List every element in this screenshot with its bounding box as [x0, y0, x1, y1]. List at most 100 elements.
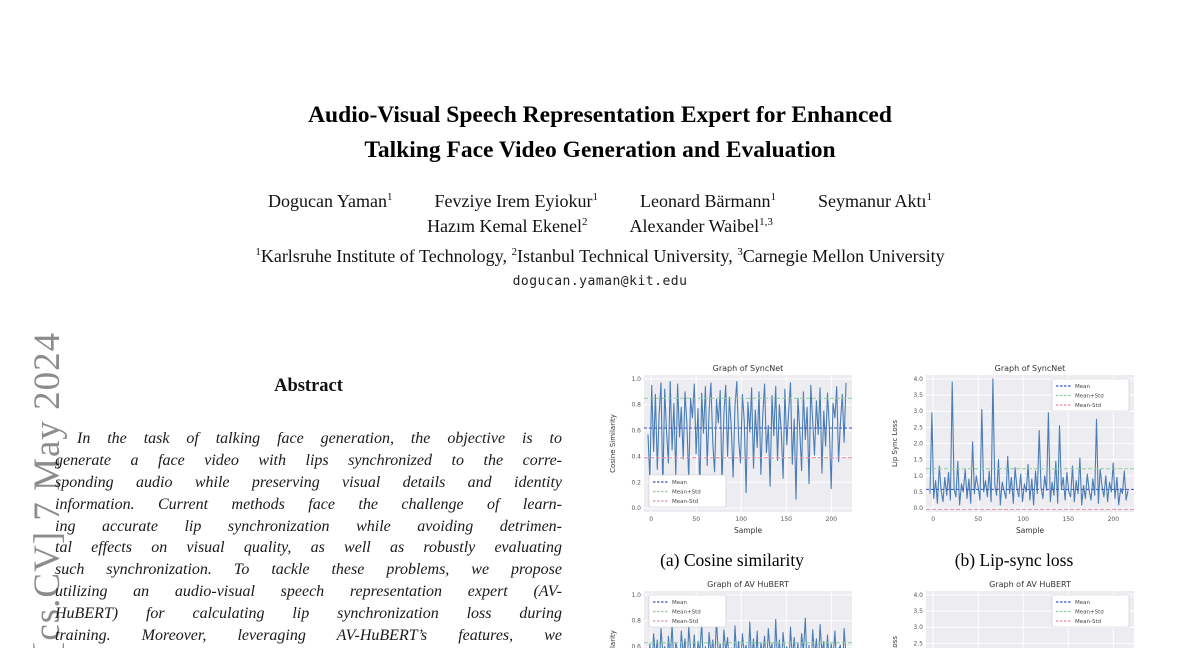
legend-label: Mean-Std	[672, 499, 698, 505]
chart-legend: Mean Mean+Std Mean-Std	[1051, 378, 1130, 412]
legend-label: Mean	[672, 480, 687, 486]
abstract-text: In the task of talking face generation, …	[55, 428, 562, 647]
legend-label: Mean+Std	[672, 610, 701, 616]
y-tick-label: 2.5	[913, 640, 923, 647]
author-name: Seymanur Aktı1	[817, 191, 932, 211]
y-tick-label: 0.8	[631, 402, 641, 409]
y-tick-label: 2.0	[913, 441, 923, 448]
left-column: Abstract In the task of talking face gen…	[55, 360, 562, 648]
y-axis-label: Cosine Similarity	[609, 414, 617, 473]
x-tick-label: 200	[826, 516, 838, 523]
abstract-line: such synchronization. To tackle these pr…	[55, 561, 562, 579]
author-name: Fevziye Irem Eyiokur1	[434, 191, 599, 211]
author-affiliation-sup: 2	[582, 216, 588, 228]
figure-caption-a: (a) Cosine similarity	[660, 550, 804, 570]
y-tick-label: 4.0	[913, 376, 923, 383]
chart-cell-avhubert-loss: 0.00.51.01.52.02.53.03.54.0050100150200G…	[888, 578, 1140, 648]
legend-label: Mean-Std	[1075, 619, 1101, 625]
y-tick-label: 0.5	[913, 489, 923, 496]
abstract-line: generate a face video with lips synchron…	[55, 451, 562, 469]
chart-cell-syncnet-loss: 0.0 0.5 1.0 1.5 2.0 2.5 3.0 3.5 4.0 0 50 100 150 200 G…	[888, 362, 1140, 542]
x-tick-label: 0	[649, 516, 653, 523]
affiliation-sup: 2	[511, 246, 518, 258]
y-axis-label: Lip Sync Loss	[891, 420, 899, 467]
x-axis-label: Sample	[734, 526, 763, 535]
y-tick-label: 1.5	[913, 457, 923, 464]
affiliation-sup: 3	[737, 246, 743, 258]
y-tick-label: 0.4	[631, 453, 641, 460]
y-tick-label: 3.5	[913, 392, 923, 399]
abstract-line: In the task of talking face generation, …	[77, 430, 562, 447]
y-axis-label: Lip Sync Loss	[891, 636, 899, 648]
y-tick-label: 0.2	[631, 479, 641, 486]
chart-legend: Mean Mean+Std Mean-Std	[648, 474, 727, 508]
legend-label: Mean	[1075, 384, 1090, 390]
y-tick-label: 2.5	[913, 424, 923, 431]
x-tick-label: 200	[1108, 516, 1120, 523]
affiliations-line: 1Karlsruhe Institute of Technology, 2Ist…	[0, 246, 1200, 267]
data-series-line	[929, 378, 1129, 506]
author-affiliation-sup: 1	[770, 191, 776, 203]
y-tick-label: 3.0	[913, 408, 923, 415]
contact-email: dogucan.yaman@kit.edu	[512, 274, 688, 289]
legend-label: Mean-Std	[1075, 403, 1101, 409]
y-tick-label: 1.0	[631, 592, 641, 599]
abstract-line: information. Current methods face the ch…	[55, 495, 562, 513]
y-tick-label: 0.0	[913, 505, 923, 512]
paper-title: Audio-Visual Speech Representation Exper…	[0, 98, 1200, 168]
x-tick-label: 150	[1063, 516, 1075, 523]
paper-title-line1: Audio-Visual Speech Representation Exper…	[308, 102, 892, 128]
author-affiliation-sup: 1	[592, 191, 599, 203]
two-column-body: Abstract In the task of talking face gen…	[0, 360, 1200, 648]
chart-legend: Mean Mean+Std Mean-Std	[1051, 594, 1130, 628]
author-name: Dogucan Yaman1	[268, 191, 393, 211]
y-tick-label: 0.0	[631, 505, 641, 512]
chart-title: Graph of AV HuBERT	[707, 580, 789, 589]
abstract-line: training. Moreover, leveraging AV-HuBERT…	[55, 627, 562, 645]
x-tick-label: 0	[931, 516, 935, 523]
x-tick-label: 100	[1018, 516, 1030, 523]
chart-syncnet-loss: 0.0 0.5 1.0 1.5 2.0 2.5 3.0 3.5 4.0 0 50 100 150 200 G…	[891, 364, 1134, 535]
author-name: Leonard Bärmann1	[640, 191, 776, 211]
abstract-line: sponding audio while preserving visual d…	[55, 473, 562, 491]
affiliation: 1Karlsruhe Institute of Technology,	[255, 246, 512, 266]
abstract-line: HuBERT) for calculating lip synchronizat…	[55, 605, 562, 623]
legend-label: Mean-Std	[672, 619, 698, 625]
legend-label: Mean	[1075, 600, 1090, 606]
chart-title: Graph of SyncNet	[713, 364, 784, 373]
abstract-line: tal effects on visual quality, as well a…	[55, 539, 562, 557]
legend-label: Mean+Std	[1075, 610, 1104, 616]
abstract-heading: Abstract	[274, 376, 343, 396]
author-list-row1: Dogucan Yaman1 Fevziye Irem Eyiokur1 Leona…	[0, 191, 1200, 212]
x-tick-label: 150	[781, 516, 793, 523]
y-tick-label: 3.5	[913, 608, 923, 615]
y-tick-label: 1.0	[913, 473, 923, 480]
data-series-line	[647, 380, 847, 500]
figure-1-grid: 0.0 0.2 0.4 0.6 0.8 1.0 0 50 100 150 200 Graph of S…	[606, 360, 1166, 648]
author-name: Hazım Kemal Ekenel2	[427, 216, 588, 236]
y-tick-label: 4.0	[913, 592, 923, 599]
chart-legend: Mean Mean+Std Mean-Std	[648, 594, 727, 628]
author-affiliation-sup: 1	[387, 191, 393, 203]
author-list-row2: Hazım Kemal Ekenel2 Alexander Waibel1,3	[0, 216, 1200, 237]
y-tick-label: 3.0	[913, 624, 923, 631]
affiliation-sup: 1	[255, 246, 261, 258]
author-name: Alexander Waibel1,3	[629, 216, 773, 236]
abstract-line: ing accurate lip synchronization while a…	[55, 517, 562, 535]
legend-label: Mean+Std	[672, 490, 701, 496]
figure-caption-b: (b) Lip-sync loss	[954, 550, 1074, 570]
x-axis-label: Sample	[1016, 526, 1045, 535]
x-tick-label: 50	[692, 516, 700, 523]
author-affiliation-sup: 1,3	[759, 216, 773, 228]
legend-label: Mean+Std	[1075, 394, 1104, 400]
chart-cell-syncnet-cosine: 0.0 0.2 0.4 0.6 0.8 1.0 0 50 100 150 200 Graph of S…	[606, 362, 858, 542]
paper-title-line2: Talking Face Video Generation and Evalua…	[364, 137, 836, 163]
data-series-line	[649, 617, 847, 648]
y-tick-label: 0.6	[631, 644, 641, 648]
y-tick-label: 0.6	[631, 428, 641, 435]
x-tick-label: 50	[974, 516, 982, 523]
author-affiliation-sup: 1	[926, 191, 932, 203]
